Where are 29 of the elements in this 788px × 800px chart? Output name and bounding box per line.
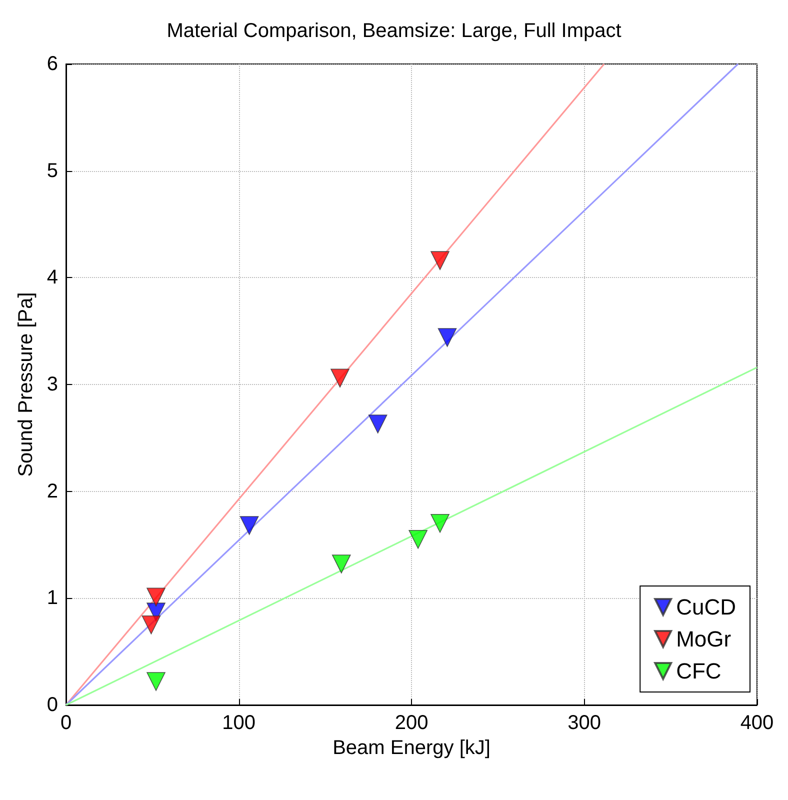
point	[146, 588, 166, 606]
legend-label: MoGr	[676, 626, 732, 652]
point	[146, 672, 166, 691]
point	[430, 514, 450, 533]
x-tick-label: 300	[568, 712, 601, 734]
y-tick-label: 5	[46, 160, 58, 182]
y-axis-title: Sound Pressure [Pa]	[15, 292, 37, 477]
y-tick-label: 6	[46, 53, 58, 75]
point	[142, 615, 161, 634]
point	[368, 414, 388, 434]
point	[408, 530, 428, 549]
y-tick-label: 1	[46, 587, 58, 610]
x-axis-title: Beam Energy [kJ]	[332, 736, 490, 759]
y-tick-label: 0	[46, 694, 58, 716]
y-tick-label: 3	[46, 374, 58, 396]
legend-label: CFC	[676, 658, 722, 684]
legend-label: CuCD	[676, 594, 736, 620]
x-tick-label: 200	[394, 712, 428, 734]
point	[332, 554, 351, 574]
point	[430, 251, 450, 270]
y-tick-label: 2	[46, 480, 58, 502]
x-tick-label: 0	[60, 712, 72, 734]
point	[330, 368, 350, 388]
point	[438, 328, 457, 347]
y-tick-label: 4	[46, 266, 58, 289]
chart-title: Material Comparison, Beamsize: Large, Full Impact	[166, 20, 622, 42]
x-tick-label: 100	[222, 712, 256, 734]
x-tick-label: 400	[740, 712, 774, 734]
point	[240, 516, 259, 535]
